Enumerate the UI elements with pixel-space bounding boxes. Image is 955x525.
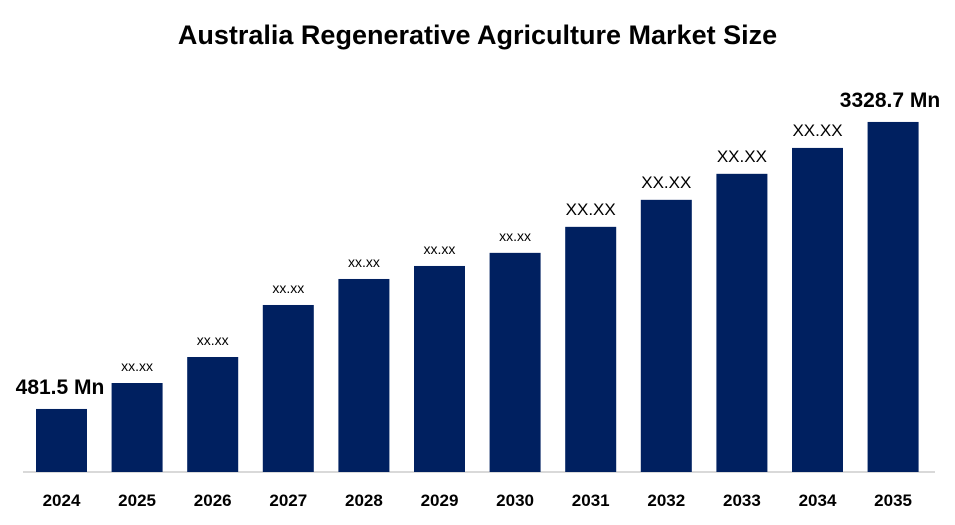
x-tick-label: 2031: [572, 491, 610, 510]
x-tick-label: 2035: [874, 491, 912, 510]
bar-2027: [262, 304, 314, 472]
bar-2035: [867, 121, 919, 473]
x-tick-label: 2026: [194, 491, 232, 510]
data-label: XX.XX: [792, 121, 842, 140]
chart-title: Australia Regenerative Agriculture Marke…: [177, 20, 778, 50]
bar-2025: [111, 383, 163, 472]
data-label: xx.xx: [121, 358, 153, 374]
bar-2024: [36, 408, 87, 472]
bar-2026: [187, 356, 239, 472]
data-label: XX.XX: [717, 147, 767, 166]
data-label: 3328.7 Mn: [840, 89, 940, 112]
bar-2028: [338, 278, 390, 472]
x-tick-label: 2025: [118, 491, 156, 510]
data-label: xx.xx: [499, 228, 531, 244]
data-label: xx.xx: [424, 241, 456, 257]
x-tick-label: 2034: [799, 491, 837, 510]
data-label: XX.XX: [566, 200, 616, 219]
x-tick-label: 2030: [496, 491, 534, 510]
bar-2034: [792, 147, 843, 472]
bar-2033: [716, 173, 768, 473]
x-tick-label: 2028: [345, 491, 383, 510]
bar-2031: [565, 226, 617, 472]
data-label: 481.5 Mn: [16, 376, 105, 399]
x-tick-label: 2027: [269, 491, 307, 510]
bar-2032: [640, 199, 692, 472]
data-label: xx.xx: [272, 280, 304, 296]
x-tick-label: 2033: [723, 491, 761, 510]
x-tick-label: 2024: [43, 491, 81, 510]
bar-2030: [489, 252, 541, 472]
data-label: XX.XX: [641, 173, 691, 192]
data-label: xx.xx: [197, 332, 229, 348]
x-tick-label: 2029: [421, 491, 459, 510]
x-tick-label: 2032: [647, 491, 685, 510]
data-label: xx.xx: [348, 254, 380, 270]
bar-2029: [414, 265, 465, 472]
